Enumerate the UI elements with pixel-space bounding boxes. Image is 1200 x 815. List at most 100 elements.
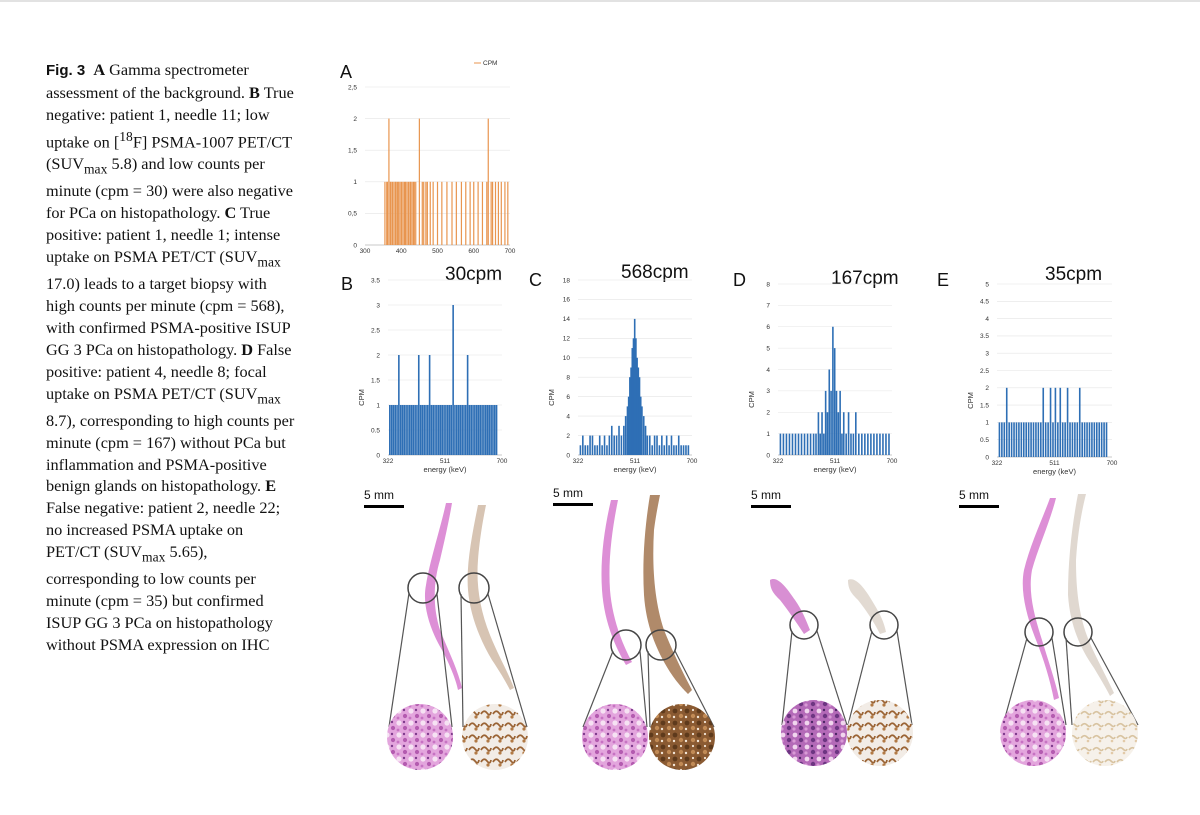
y-tick-label-a: 1 [353, 179, 357, 186]
connector-line [674, 650, 715, 728]
he-micrograph-d [781, 700, 847, 766]
bar-c [626, 406, 629, 455]
figure-caption: Fig. 3 A Gamma spectrometer assessment o… [46, 59, 296, 656]
bar-b [416, 405, 418, 455]
bar-c [630, 367, 632, 455]
x-tick-label-c: 511 [630, 458, 641, 465]
bar-a [507, 181, 509, 245]
bar-d [864, 433, 866, 455]
bar-e [1027, 422, 1030, 457]
y-tick-label-b: 2 [376, 352, 380, 359]
bar-c [673, 445, 675, 455]
bar-b [466, 355, 469, 455]
bar-d [839, 390, 841, 455]
caption-b-sub: max [84, 161, 108, 177]
bar-d [888, 433, 890, 455]
histology-b [387, 503, 528, 770]
bar-c [670, 435, 673, 455]
bar-c [603, 435, 606, 455]
bar-c [648, 435, 651, 455]
bar-b [452, 305, 454, 455]
bar-d [830, 390, 832, 455]
bar-a [492, 181, 494, 245]
bar-e [1100, 422, 1103, 457]
bar-b [463, 405, 465, 455]
bar-c [641, 406, 643, 455]
connector-line [487, 593, 528, 728]
bar-a [397, 181, 399, 245]
connector-line [1065, 637, 1073, 726]
bar-b [412, 405, 415, 455]
bar-c [637, 367, 640, 455]
x-tick-label-a: 600 [468, 248, 479, 255]
scale-bar-c: 5 mm [553, 486, 593, 506]
bar-c [598, 435, 601, 455]
y-tick-label-c: 4 [566, 413, 570, 420]
bar-b [484, 405, 487, 455]
y-axis-label-e: CPM [966, 392, 975, 409]
y-tick-label-b: 3 [376, 302, 380, 309]
bar-a [386, 181, 389, 245]
bar-b [455, 405, 458, 455]
bar-d [833, 348, 836, 455]
bar-d [885, 433, 887, 455]
panel-letter-c: C [529, 270, 542, 290]
bar-d [803, 433, 806, 455]
x-tick-label-b: 511 [440, 458, 451, 465]
bar-e [1081, 422, 1083, 457]
connector-line [436, 593, 453, 728]
caption-letter-d: D [241, 339, 253, 359]
bar-a [421, 181, 423, 245]
x-tick-label-b: 700 [497, 458, 508, 465]
bar-d [879, 433, 881, 455]
scale-bar-b: 5 mm [364, 488, 404, 508]
ihc-core-c [643, 495, 692, 694]
bar-e [1008, 422, 1010, 457]
bar-a [395, 181, 397, 245]
figure-label: Fig. 3 [46, 62, 86, 79]
y-tick-label-d: 4 [766, 367, 770, 374]
bar-c [624, 416, 627, 455]
bar-b [421, 405, 424, 455]
connector-line [816, 630, 848, 726]
bar-a [481, 181, 484, 245]
bar-a [393, 181, 395, 245]
bar-b [445, 405, 447, 455]
bar-d [850, 433, 852, 455]
bar-d [794, 433, 797, 455]
bar-e [1035, 422, 1037, 457]
bar-d [852, 433, 855, 455]
he-zoom-ring-e [1024, 617, 1054, 647]
y-tick-label-d: 0 [766, 452, 770, 459]
bar-d [823, 433, 825, 455]
y-tick-label-c: 14 [563, 316, 571, 323]
bar-b [486, 405, 489, 455]
connector-line [1002, 637, 1028, 726]
bar-e [1037, 422, 1040, 457]
bar-e [1005, 387, 1008, 457]
bar-c [615, 435, 618, 455]
bar-b [481, 405, 483, 455]
x-tick-label-d: 322 [773, 458, 784, 465]
bar-a [409, 181, 411, 245]
bar-e [1044, 422, 1047, 457]
he-zoom-ring-c [610, 629, 642, 661]
y-tick-label-b: 1 [376, 402, 380, 409]
bar-a [486, 181, 488, 245]
y-tick-label-c: 16 [563, 297, 571, 304]
caption-b-text-1: True negative: patient 1, needle 11; low… [46, 82, 294, 152]
bar-b [394, 405, 397, 455]
scale-line-e [959, 505, 999, 508]
bar-a [451, 181, 453, 245]
bar-b [475, 405, 478, 455]
bar-a [401, 181, 403, 245]
connector-line [1051, 637, 1067, 726]
bar-e [1013, 422, 1015, 457]
legend-label-a: CPM [483, 60, 497, 67]
bar-b [396, 405, 398, 455]
he-core-b [424, 503, 462, 690]
bar-b [468, 405, 471, 455]
bar-a [490, 181, 492, 245]
bar-a [436, 181, 439, 245]
